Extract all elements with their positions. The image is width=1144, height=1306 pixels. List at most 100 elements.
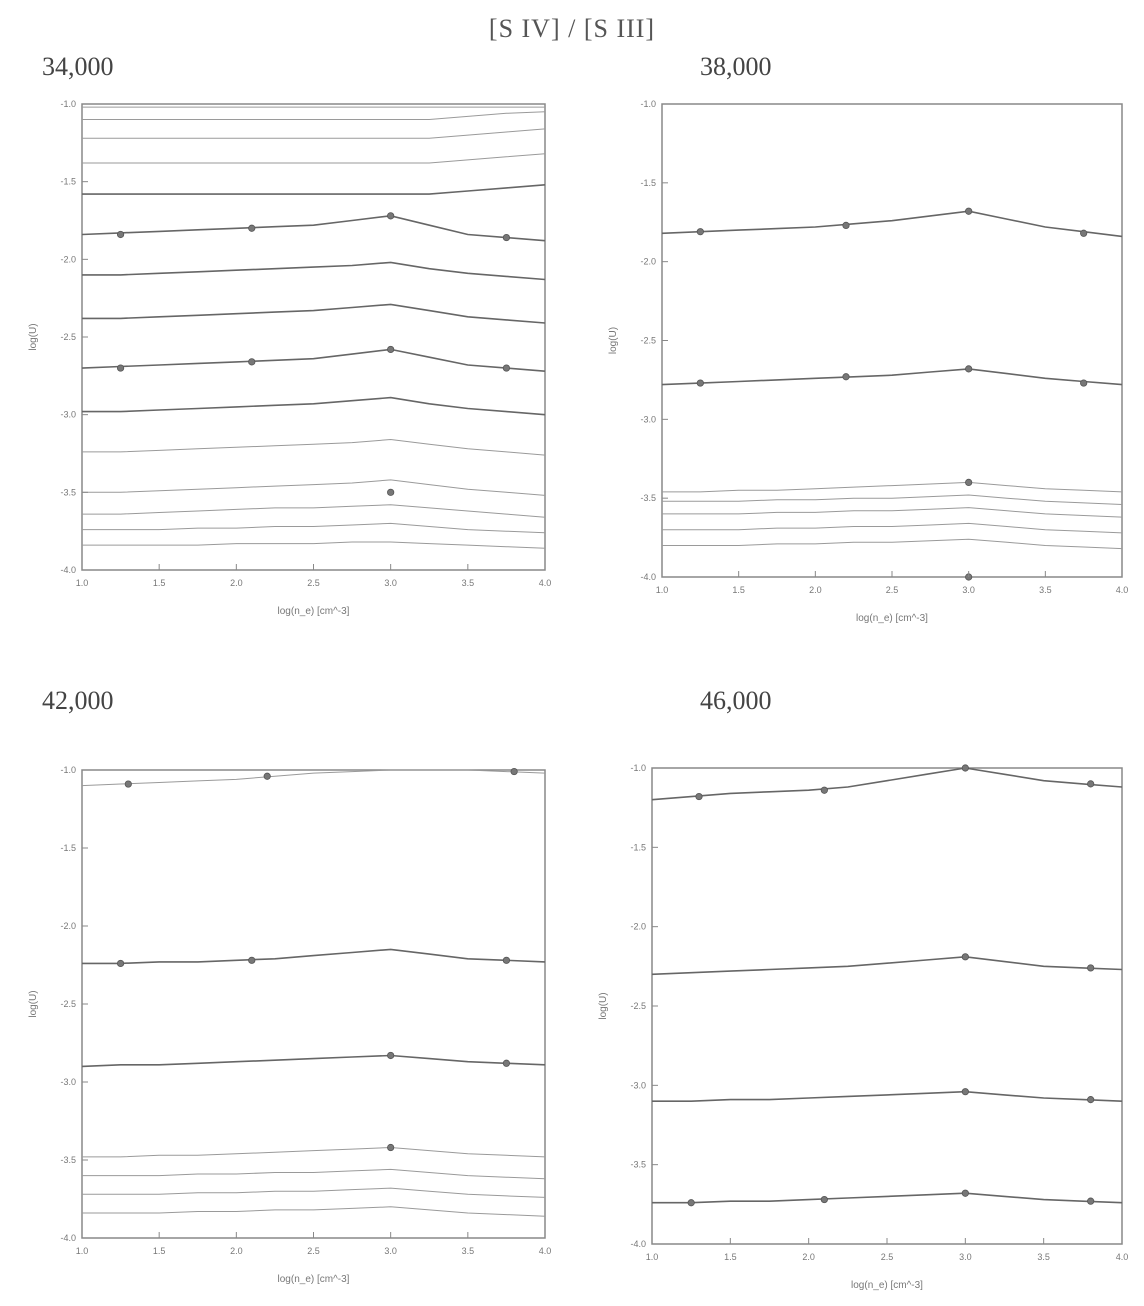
panel-4-marker-6 <box>1087 964 1095 972</box>
panel-2-marker-6 <box>842 373 850 381</box>
panel-2-series-1 <box>661 210 1123 238</box>
panel-1-xtick-label-3: 2.0 <box>230 578 243 588</box>
panel-3-ytick-label-2: -1.5 <box>60 843 76 853</box>
panel-2-xtick-label-1: 1.0 <box>656 585 669 595</box>
panel-1-series-5 <box>82 184 546 195</box>
panel-1-ytick-label-7: -4.0 <box>60 565 76 575</box>
panel-title-2: 38,000 <box>700 52 772 81</box>
panel-2-xtick-label-4: 2.5 <box>886 585 899 595</box>
panel-4-series-2 <box>651 955 1123 976</box>
panel-3-series-7 <box>82 1206 546 1217</box>
panel-2-marker-5 <box>696 379 704 387</box>
panel-3-xtick-label-4: 2.5 <box>307 1246 320 1256</box>
panel-1-series-3 <box>82 128 546 139</box>
panel-2-ytick-label-5: -3.0 <box>640 414 656 424</box>
panel-3-ytick-label-5: -3.0 <box>60 1077 76 1087</box>
panel-2-series-6 <box>662 522 1123 534</box>
panel-3-xlabel: log(n_e) [cm^-3] <box>278 1274 350 1285</box>
panel-4-ytick-label-5: -3.0 <box>630 1080 646 1090</box>
panel-3-ytick-label-6: -3.5 <box>60 1155 76 1165</box>
panel-1-frame <box>81 103 546 571</box>
panel-1-marker-3 <box>387 212 395 220</box>
panel-1-series-2 <box>82 111 546 120</box>
panel-3-series-1 <box>81 769 546 787</box>
panel-3-xtick-label-1: 1.0 <box>76 1246 89 1256</box>
panel-1-ytick-label-1: -1.0 <box>60 99 76 109</box>
panel-3-xtick-label-5: 3.0 <box>384 1246 397 1256</box>
panel-1-marker-2 <box>248 224 256 232</box>
panel-1-marker-6 <box>248 358 256 366</box>
panel-4-series-4 <box>652 1192 1123 1204</box>
panel-2-ytick-label-4: -2.5 <box>640 336 656 346</box>
panel-1-marker-9 <box>387 488 395 496</box>
panel-1-series-7 <box>82 261 546 281</box>
panel-3-marker-3 <box>510 767 518 776</box>
panel-4-xtick-label-1: 1.0 <box>646 1252 659 1262</box>
panel-2-ytick-label-7: -4.0 <box>640 572 656 582</box>
panel-1-xtick-label-5: 3.0 <box>384 578 397 588</box>
panel-4-ytick-label-7: -4.0 <box>630 1239 646 1249</box>
panel-3-xtick-label-6: 3.5 <box>462 1246 475 1256</box>
panel-4-ylabel: log(U) <box>598 992 609 1019</box>
panel-2-series-3 <box>662 481 1123 493</box>
panel-3-series-3 <box>81 1054 546 1068</box>
figure-title: [S IV] / [S III] <box>488 14 656 43</box>
panel-1-ytick-label-5: -3.0 <box>60 410 76 420</box>
panel-title-4: 46,000 <box>700 686 772 715</box>
panel-3-series-2 <box>82 948 546 965</box>
panel-4-xtick-label-3: 2.0 <box>802 1252 815 1262</box>
panel-4-ytick-label-1: -1.0 <box>630 763 646 773</box>
panel-4-ytick-label-4: -2.5 <box>630 1001 646 1011</box>
panel-4-xlabel: log(n_e) [cm^-3] <box>851 1280 923 1291</box>
panel-1-series-6 <box>81 214 546 242</box>
panel-1-marker-7 <box>387 345 395 354</box>
panel-1-series-9 <box>81 348 546 372</box>
panel-1-series-10 <box>82 396 546 416</box>
panel-4-marker-12 <box>1087 1197 1095 1205</box>
panel-1-xtick-label-2: 1.5 <box>153 578 166 588</box>
panel-4-ytick-label-3: -2.0 <box>630 922 646 932</box>
panel-1-marker-4 <box>502 233 511 242</box>
panel-1-ytick-label-6: -3.5 <box>60 487 76 497</box>
panel-2-marker-3 <box>965 207 973 215</box>
panel-1-series-13 <box>82 504 546 518</box>
panel-2-ytick-label-6: -3.5 <box>640 493 656 503</box>
panel-4-series-1 <box>651 767 1123 801</box>
panel-1-series-12 <box>82 479 546 496</box>
panel-2-marker-9 <box>965 478 973 486</box>
panel-2-marker-8 <box>1080 379 1088 387</box>
panel-1-series-14 <box>82 522 546 534</box>
panel-3-marker-6 <box>502 956 511 964</box>
panel-2-xlabel: log(n_e) [cm^-3] <box>856 613 928 624</box>
panel-4-ytick-label-2: -1.5 <box>630 842 646 852</box>
panel-4-marker-7 <box>961 1088 969 1096</box>
panel-4-marker-9 <box>687 1199 695 1207</box>
panel-4-marker-11 <box>961 1189 969 1197</box>
panel-title-3: 42,000 <box>42 686 114 715</box>
panel-2-series-4 <box>662 494 1123 505</box>
panel-3-ytick-label-1: -1.0 <box>60 765 76 775</box>
panel-1-marker-1 <box>116 230 125 239</box>
panel-1-xtick-label-4: 2.5 <box>307 578 320 588</box>
panel-3-ytick-label-4: -2.5 <box>60 999 76 1009</box>
panel-4-marker-1 <box>695 792 703 801</box>
panel-4-series-3 <box>652 1090 1123 1102</box>
panel-4-xtick-label-2: 1.5 <box>724 1252 737 1262</box>
panel-1-ylabel: log(U) <box>28 323 39 350</box>
panel-1-xtick-label-7: 4.0 <box>539 578 552 588</box>
panel-4-ytick-label-6: -3.5 <box>630 1160 646 1170</box>
panel-3-xtick-label-7: 4.0 <box>539 1246 552 1256</box>
panel-1-xtick-label-6: 3.5 <box>462 578 475 588</box>
panel-2-marker-1 <box>696 228 704 236</box>
panel-4-xtick-label-7: 4.0 <box>1116 1252 1129 1262</box>
panel-2-ytick-label-3: -2.0 <box>640 257 656 267</box>
panel-4-xtick-label-5: 3.0 <box>959 1252 972 1262</box>
panel-1-series-4 <box>82 153 546 164</box>
panel-2-marker-4 <box>1080 229 1088 237</box>
panel-1-marker-5 <box>116 364 125 372</box>
panel-2-xtick-label-5: 3.0 <box>962 585 975 595</box>
panel-1-ytick-label-2: -1.5 <box>60 177 76 187</box>
panel-4-marker-5 <box>961 953 969 961</box>
panel-2-xtick-label-6: 3.5 <box>1039 585 1052 595</box>
